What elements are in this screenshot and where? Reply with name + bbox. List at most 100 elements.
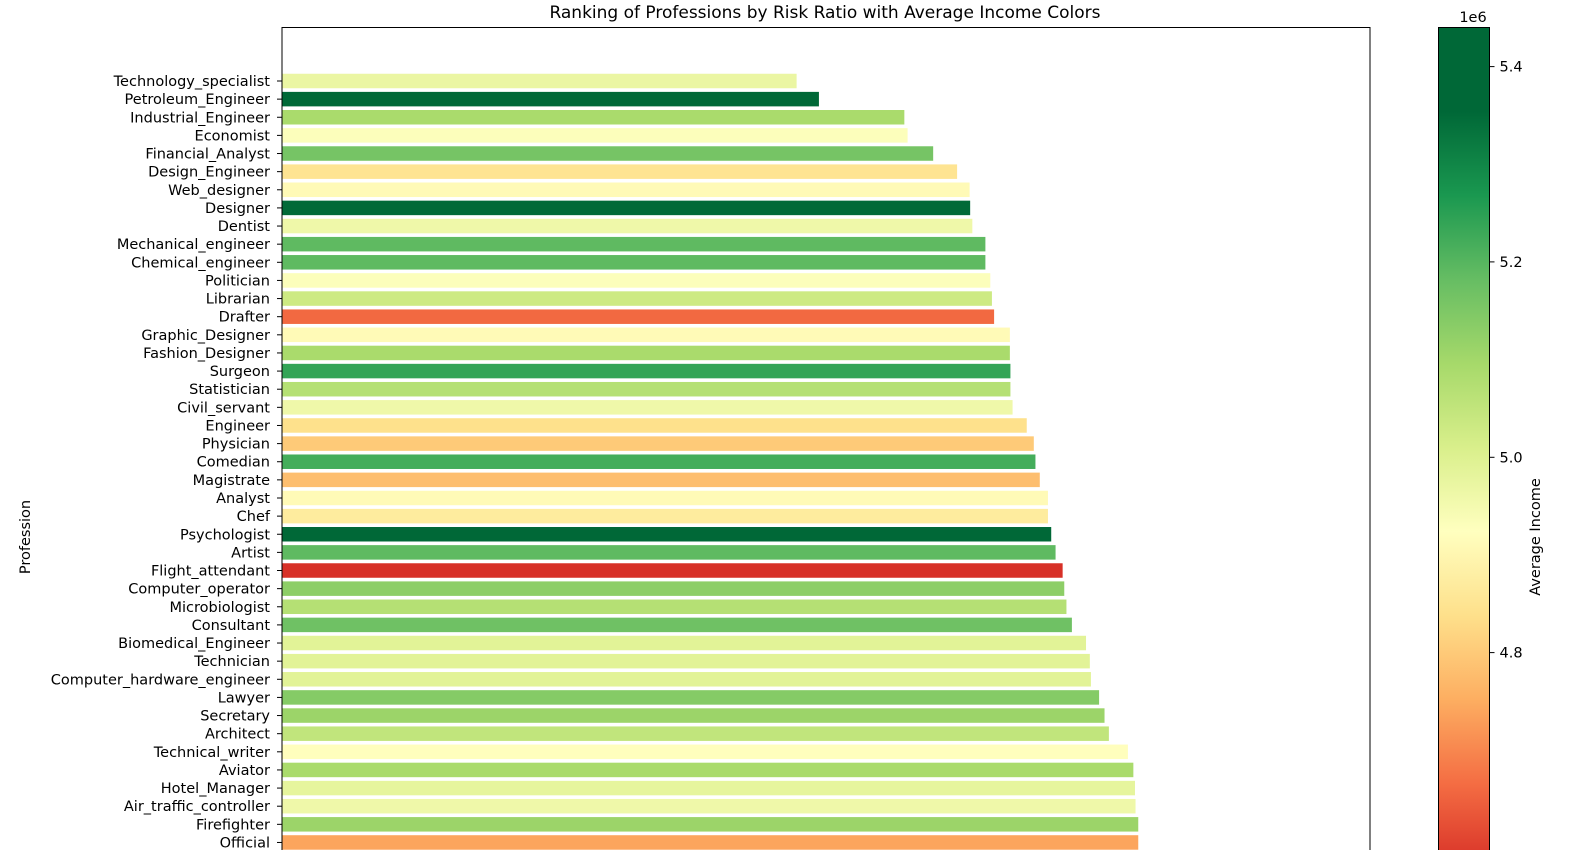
bar-air-traffic-controller (282, 798, 1136, 814)
bar-dentist (282, 218, 973, 234)
colorbar-tick-label: 5.4 (1500, 60, 1523, 76)
chart-title: Ranking of Professions by Risk Ratio wit… (549, 3, 1100, 23)
colorbar-ticks: 4.8 5.0 5.2 5.4 (1489, 60, 1523, 662)
bar-hotel-manager (282, 780, 1135, 796)
bar-librarian (282, 291, 992, 306)
y-tick-label: Dentist (218, 219, 271, 235)
y-tick-label: Aviator (219, 763, 270, 779)
y-tick-label: Comedian (197, 455, 270, 471)
bar-artist (282, 545, 1056, 560)
y-tick-label: Design_Engineer (148, 165, 270, 181)
plot-frame (281, 27, 1371, 850)
bar-engineer (282, 418, 1027, 433)
bar-secretary (282, 708, 1105, 723)
bar-microbiologist (282, 599, 1067, 615)
y-tick-label: Drafter (219, 310, 270, 326)
y-tick-label: Librarian (206, 292, 270, 308)
y-axis-label: Profession (18, 500, 34, 574)
y-tick-label: Mechanical_engineer (117, 237, 270, 253)
bar-financial-analyst (282, 146, 934, 161)
colorbar-label: Average Income (1528, 478, 1544, 596)
y-tick-label: Official (220, 835, 270, 850)
bar-firefighter (282, 817, 1139, 832)
y-tick-label: Civil_servant (177, 400, 270, 416)
y-tick-label: Analyst (216, 491, 270, 507)
bar-designer (282, 200, 971, 216)
bar-computer-operator (282, 581, 1065, 596)
bar-politician (282, 273, 991, 288)
y-tick-label: Financial_Analyst (145, 147, 270, 163)
y-tick-label: Consultant (192, 618, 271, 634)
y-tick-label: Computer_hardware_engineer (51, 672, 270, 688)
y-tick-label: Psychologist (180, 527, 270, 543)
y-tick-label: Engineer (205, 418, 270, 434)
y-tick-label: Microbiologist (169, 600, 270, 616)
bar-official (282, 835, 1139, 850)
y-tick-label: Lawyer (218, 690, 270, 706)
bar-statistician (282, 381, 1011, 397)
y-tick-label: Biomedical_Engineer (118, 636, 270, 652)
bar-psychologist (282, 527, 1052, 542)
y-tick-label: Chef (237, 509, 271, 525)
y-tick-label: Magistrate (193, 473, 270, 489)
y-tick-labels: Technology_specialist Petroleum_Engineer I… (51, 74, 282, 850)
y-tick-label: Surgeon (210, 364, 270, 380)
bar-design-engineer (282, 164, 958, 179)
colorbar-tick-label: 5.0 (1500, 450, 1523, 466)
y-tick-label: Chemical_engineer (131, 255, 270, 271)
y-tick-label: Secretary (200, 709, 270, 725)
bar-magistrate (282, 472, 1040, 488)
bar-civil-servant (282, 400, 1013, 415)
y-tick-label: Firefighter (196, 817, 270, 833)
colorbar-tick-label: 4.8 (1500, 646, 1523, 662)
y-tick-label: Air_traffic_controller (124, 799, 270, 815)
y-tick-label: Industrial_Engineer (130, 110, 270, 126)
bar-technical-writer (282, 744, 1128, 760)
bar-petroleum-engineer (282, 91, 819, 107)
bar-computer-hardware-engineer (282, 672, 1091, 687)
bar-surgeon (282, 363, 1011, 379)
y-tick-label: Architect (205, 727, 270, 743)
bar-technology-specialist (282, 73, 797, 89)
y-tick-label: Economist (195, 128, 271, 144)
bars-group (282, 73, 1139, 850)
bar-mechanical-engineer (282, 236, 986, 252)
bar-comedian (282, 454, 1036, 469)
y-tick-label: Technical_writer (153, 745, 270, 761)
bar-flight-attendant (282, 563, 1063, 578)
bar-analyst (282, 490, 1048, 506)
y-tick-label: Designer (205, 201, 270, 217)
y-tick-label: Hotel_Manager (161, 781, 270, 797)
colorbar: 4.8 5.0 5.2 5.4 1e6 Average Income (1438, 10, 1544, 850)
bar-biomedical-engineer (282, 635, 1087, 651)
y-tick-label: Fashion_Designer (143, 346, 270, 362)
y-tick-label: Computer_operator (128, 582, 270, 598)
bar-architect (282, 726, 1109, 741)
bar-chef (282, 508, 1048, 524)
bar-lawyer (282, 690, 1100, 705)
y-tick-label: Politician (205, 273, 270, 289)
bar-web-designer (282, 182, 970, 198)
y-tick-label: Statistician (189, 382, 270, 398)
colorbar-offset-text: 1e6 (1459, 10, 1486, 26)
bar-fashion-designer (282, 345, 1010, 361)
bar-graphic-designer (282, 327, 1010, 343)
bar-industrial-engineer (282, 110, 905, 125)
y-tick-label: Technology_specialist (113, 74, 271, 90)
bar-aviator (282, 762, 1134, 778)
colorbar-tick-label: 5.2 (1500, 255, 1523, 271)
bar-chemical-engineer (282, 255, 986, 270)
y-tick-label: Physician (202, 437, 270, 453)
bar-physician (282, 436, 1034, 451)
y-tick-label: Flight_attendant (151, 564, 270, 580)
y-tick-label: Web_designer (168, 183, 270, 199)
bar-economist (282, 128, 908, 143)
bar-technician (282, 653, 1090, 669)
y-tick-label: Petroleum_Engineer (125, 92, 270, 108)
y-tick-label: Graphic_Designer (141, 328, 270, 344)
colorbar-gradient (1438, 27, 1490, 850)
y-tick-label: Artist (231, 545, 270, 561)
bar-drafter (282, 309, 995, 324)
y-tick-label: Technician (193, 654, 270, 670)
